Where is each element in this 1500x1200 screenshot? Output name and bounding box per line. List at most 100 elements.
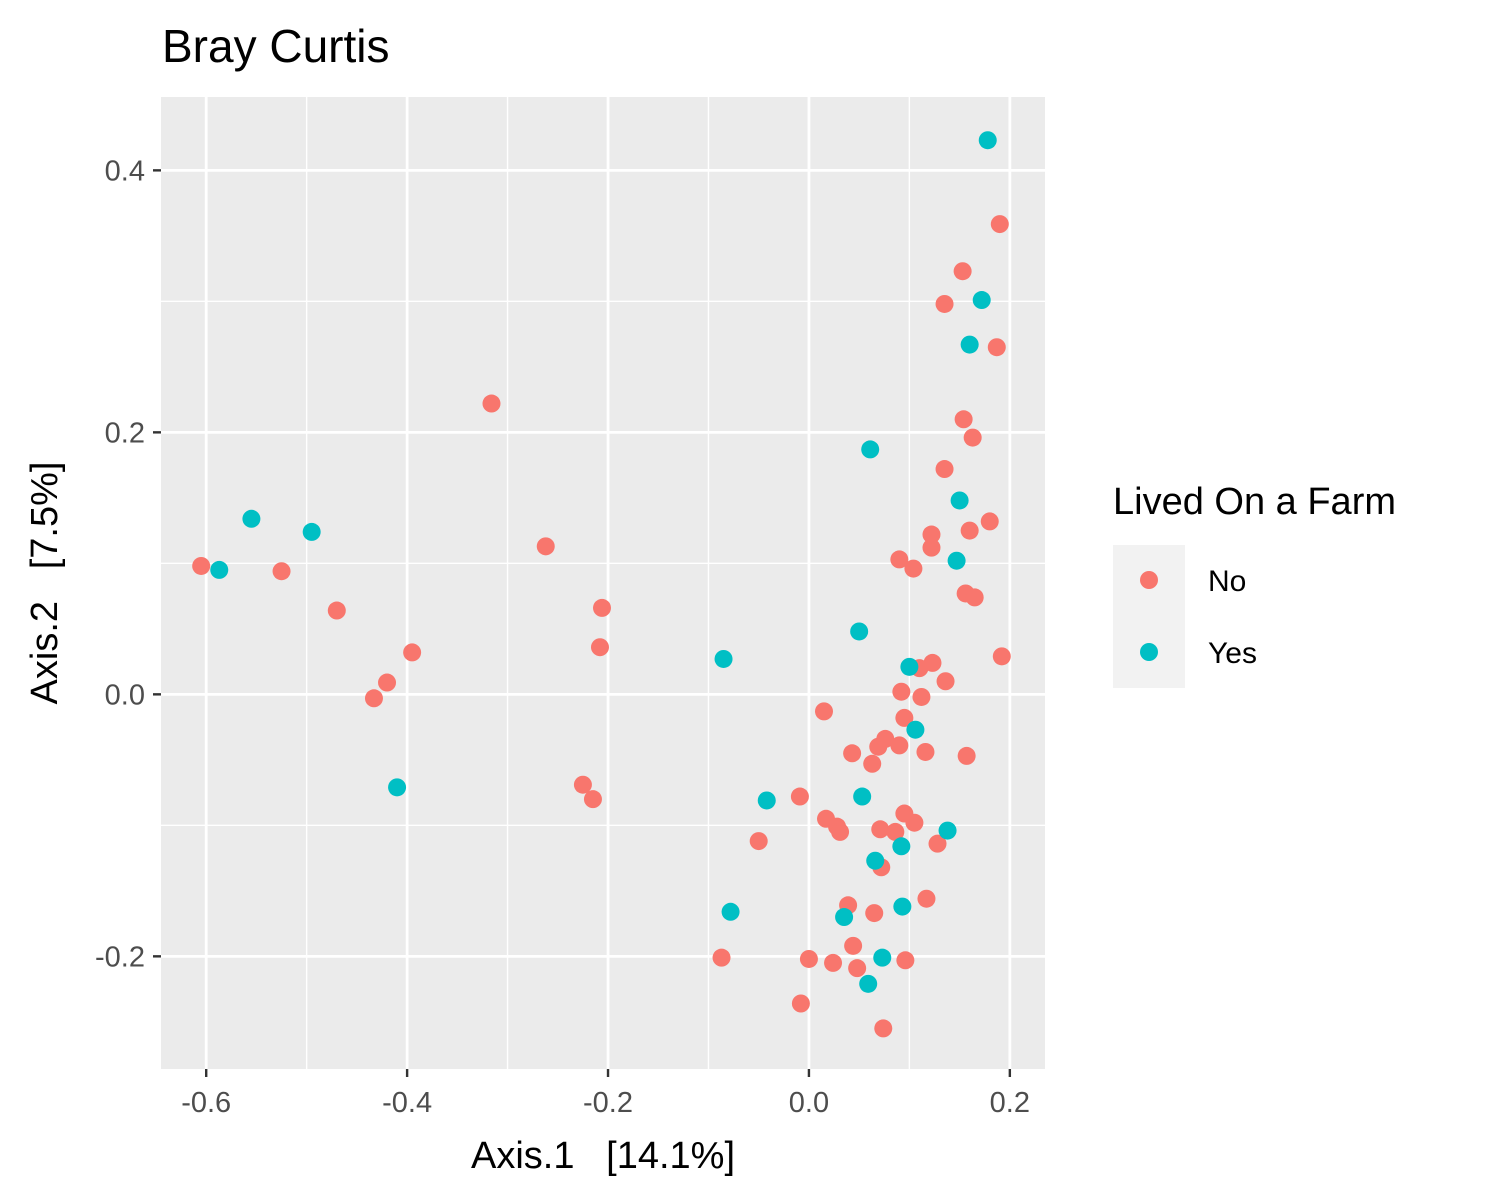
x-tick-label: -0.6 (181, 1087, 231, 1119)
data-point-no (364, 689, 383, 708)
data-point-yes (938, 821, 957, 840)
data-point-yes (242, 509, 261, 528)
data-point-no (935, 460, 954, 479)
y-tick-label: 0.0 (105, 679, 145, 711)
data-point-yes (714, 649, 733, 668)
legend-label-yes: Yes (1208, 637, 1257, 670)
data-point-no (917, 889, 936, 908)
data-point-no (863, 754, 882, 773)
data-point-no (922, 525, 941, 544)
data-point-no (957, 746, 976, 765)
data-point-no (844, 936, 863, 955)
data-point-no (327, 601, 346, 620)
data-point-no (865, 904, 884, 923)
data-point-yes (972, 291, 991, 310)
data-point-no (890, 550, 909, 569)
data-point-no (990, 215, 1009, 234)
data-point-yes (893, 897, 912, 916)
legend-key-yes (1140, 643, 1158, 661)
data-point-yes (861, 440, 880, 459)
data-point-yes (960, 335, 979, 354)
data-point-no (592, 598, 611, 617)
data-point-no (912, 687, 931, 706)
data-point-no (831, 822, 850, 841)
data-point-no (799, 949, 818, 968)
data-point-no (790, 787, 809, 806)
data-point-no (928, 834, 947, 853)
data-point-no (815, 702, 833, 721)
data-point-no (936, 672, 955, 691)
data-point-no (876, 729, 895, 748)
data-point-no (965, 588, 984, 607)
data-point-no (916, 742, 935, 761)
legend-label-no: No (1208, 565, 1246, 598)
data-point-no (590, 638, 609, 657)
data-point-yes (853, 787, 872, 806)
x-tick-label: 0.2 (990, 1087, 1030, 1119)
data-point-yes (892, 837, 911, 856)
y-axis: -0.2 0.0 0.2 0.4 (95, 155, 161, 973)
y-tick-label: 0.2 (105, 417, 145, 449)
legend-title: Lived On a Farm (1113, 481, 1396, 523)
x-axis: -0.6 -0.4 -0.2 0.0 0.2 (181, 1069, 1030, 1119)
data-point-yes (900, 657, 919, 676)
data-point-no (963, 428, 982, 447)
x-axis-title: Axis.1 [14.1%] (471, 1135, 735, 1177)
x-tick-label: -0.2 (583, 1087, 633, 1119)
plot-panel (161, 97, 1045, 1069)
data-point-yes (302, 522, 321, 541)
data-point-no (824, 953, 843, 972)
data-point-no (960, 521, 979, 540)
data-point-yes (757, 791, 776, 810)
data-point-yes (210, 560, 229, 579)
y-axis-title: Axis.2 [7.5%] (24, 462, 66, 705)
data-point-no (922, 538, 941, 557)
data-point-no (712, 948, 731, 967)
data-point-no (573, 775, 592, 794)
data-point-no (992, 647, 1011, 666)
data-point-no (886, 822, 905, 841)
data-point-no (890, 736, 909, 755)
legend-key-background (1113, 545, 1185, 688)
x-tick-label: -0.4 (382, 1087, 432, 1119)
data-point-no (896, 951, 915, 970)
data-point-yes (866, 851, 885, 870)
x-tick-label: 0.0 (789, 1087, 829, 1119)
y-tick-label: -0.2 (95, 941, 145, 973)
data-point-no (980, 512, 999, 531)
data-points (192, 131, 1011, 1038)
data-point-yes (388, 778, 407, 797)
data-point-no (954, 410, 973, 429)
data-point-no (905, 813, 924, 832)
data-point-no (848, 959, 867, 978)
data-point-no (272, 562, 291, 581)
data-point-no (403, 643, 422, 662)
data-point-yes (850, 622, 869, 641)
data-point-yes (978, 131, 997, 150)
data-point-no (482, 394, 501, 413)
data-point-no (843, 744, 862, 763)
data-point-yes (873, 948, 892, 967)
data-point-no (536, 537, 555, 556)
data-point-no (953, 262, 972, 281)
data-point-yes (947, 551, 966, 570)
data-point-no (871, 820, 890, 839)
data-point-no (791, 994, 810, 1013)
data-point-yes (721, 902, 740, 921)
data-point-no (892, 682, 911, 701)
chart-title: Bray Curtis (162, 20, 389, 72)
y-tick-label: 0.4 (105, 155, 145, 187)
data-point-no (923, 653, 942, 672)
data-point-yes (859, 974, 878, 993)
data-point-yes (950, 491, 969, 510)
legend-key-no (1140, 571, 1158, 589)
data-point-no (987, 338, 1006, 357)
data-point-no (895, 708, 914, 727)
data-point-no (583, 790, 602, 809)
data-point-no (935, 294, 954, 313)
data-point-no (192, 556, 211, 575)
data-point-no (874, 1019, 893, 1038)
data-point-no (904, 559, 923, 578)
data-point-yes (906, 720, 925, 739)
